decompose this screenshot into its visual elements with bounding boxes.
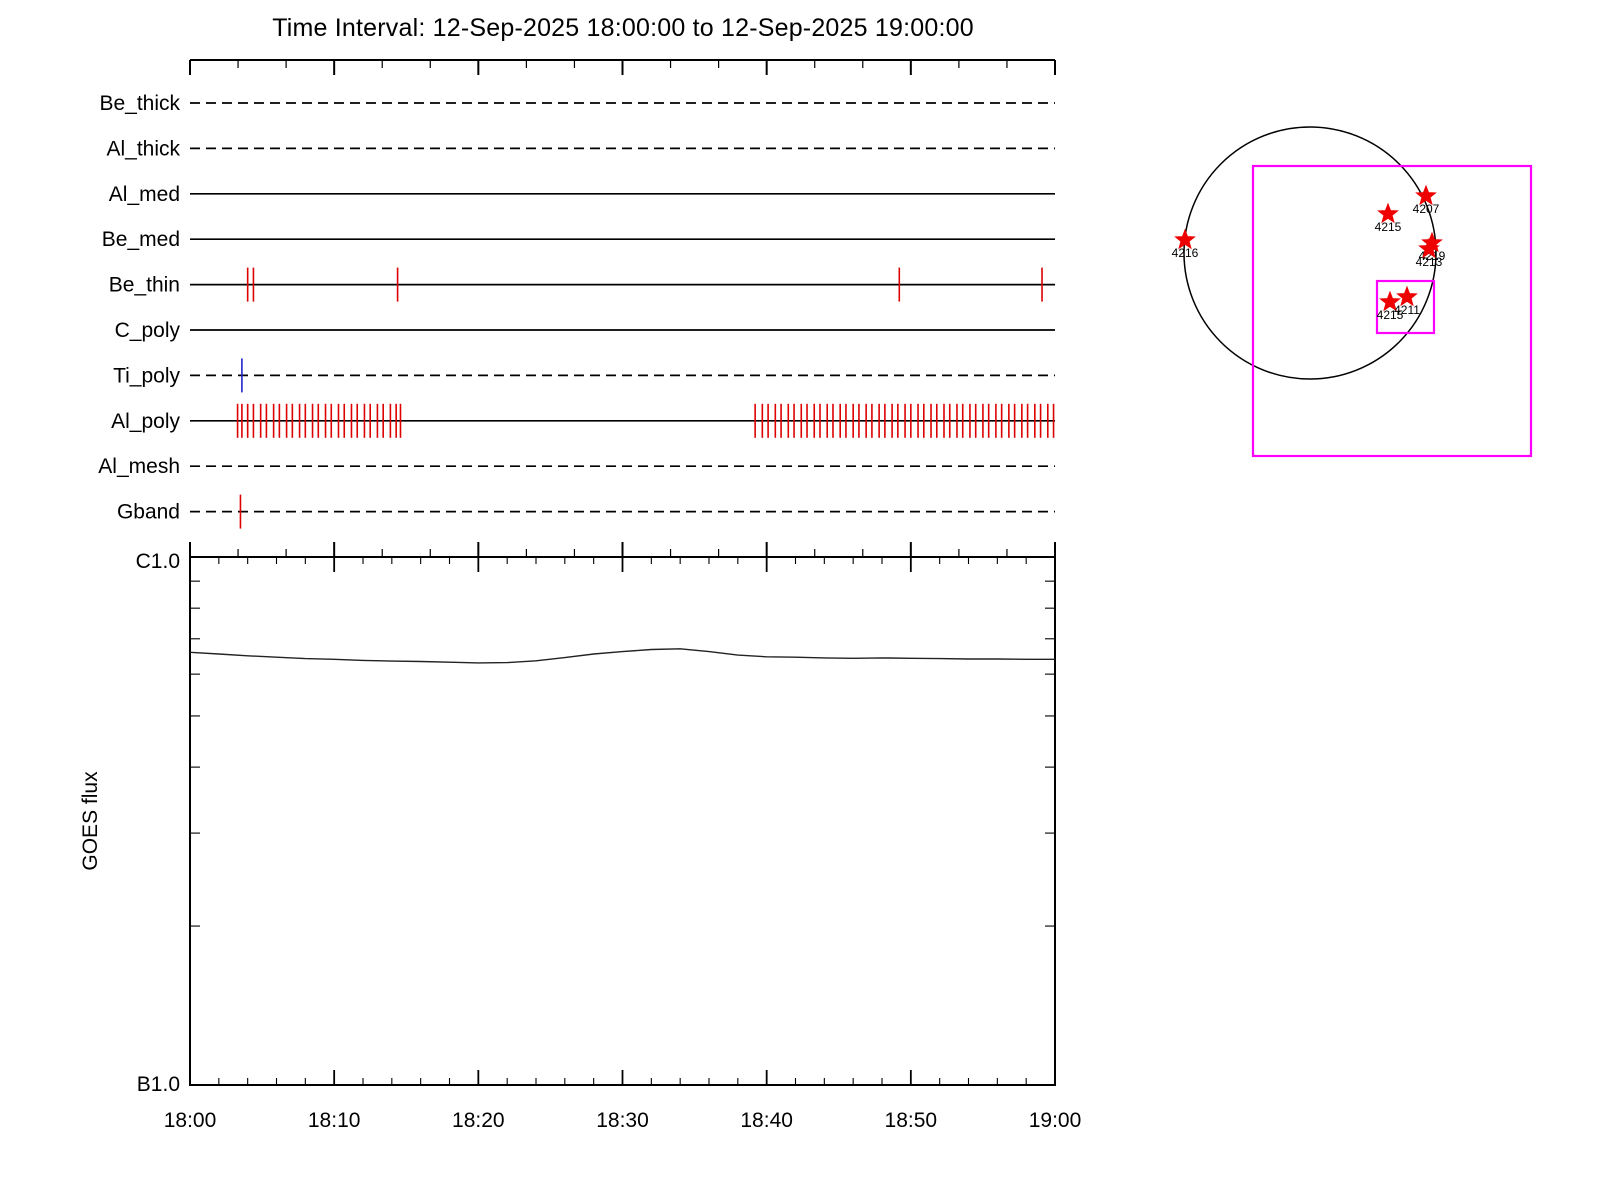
- active-region-star: [1379, 290, 1401, 312]
- solar-disk-outline: [1183, 126, 1437, 380]
- filter-row-label: C_poly: [115, 319, 181, 342]
- active-region-label: 4207: [1413, 202, 1440, 216]
- filter-row-label: Al_poly: [111, 410, 180, 433]
- active-region-label: 4213: [1416, 255, 1443, 269]
- active-region-label: 4215: [1377, 308, 1404, 322]
- filter-row-label: Al_thick: [106, 137, 180, 160]
- goes-panel-border: [189, 556, 1056, 1086]
- x-axis-tick-label: 18:10: [308, 1109, 361, 1132]
- filter-row-label: Gband: [117, 501, 180, 524]
- active-region-star: [1396, 285, 1418, 307]
- active-region-label: 4216: [1172, 246, 1199, 260]
- x-axis-tick-label: 18:20: [452, 1109, 505, 1132]
- x-axis-tick-label: 18:00: [164, 1109, 217, 1132]
- x-axis-tick-label: 18:30: [596, 1109, 649, 1132]
- active-region-star: [1377, 202, 1399, 224]
- y-axis-top-label: C1.0: [136, 550, 180, 573]
- active-region-label: 4211: [1394, 303, 1420, 317]
- target-box: [1375, 279, 1436, 335]
- filter-row-label: Ti_poly: [113, 364, 180, 387]
- active-region-label: 4215: [1375, 220, 1402, 234]
- y-axis-title: GOES flux: [79, 771, 102, 871]
- goes-flux-curve: [189, 648, 1055, 664]
- filter-row-label: Be_thick: [99, 92, 180, 115]
- filter-row-label: Be_thin: [109, 274, 180, 297]
- x-axis-tick-label: 18:40: [740, 1109, 793, 1132]
- fov-rectangle: [1251, 164, 1533, 458]
- page-title: Time Interval: 12-Sep-2025 18:00:00 to 1…: [272, 14, 974, 42]
- filter-row-label: Al_mesh: [98, 455, 180, 478]
- active-region-star: [1418, 237, 1440, 259]
- active-region-star: [1415, 184, 1437, 206]
- x-axis-tick-label: 18:50: [885, 1109, 938, 1132]
- filter-row-label: Be_med: [102, 228, 180, 251]
- y-axis-bottom-label: B1.0: [137, 1073, 180, 1096]
- filter-row-label: Al_med: [109, 183, 180, 206]
- active-region-star: [1174, 228, 1196, 250]
- x-axis-tick-label: 19:00: [1029, 1109, 1082, 1132]
